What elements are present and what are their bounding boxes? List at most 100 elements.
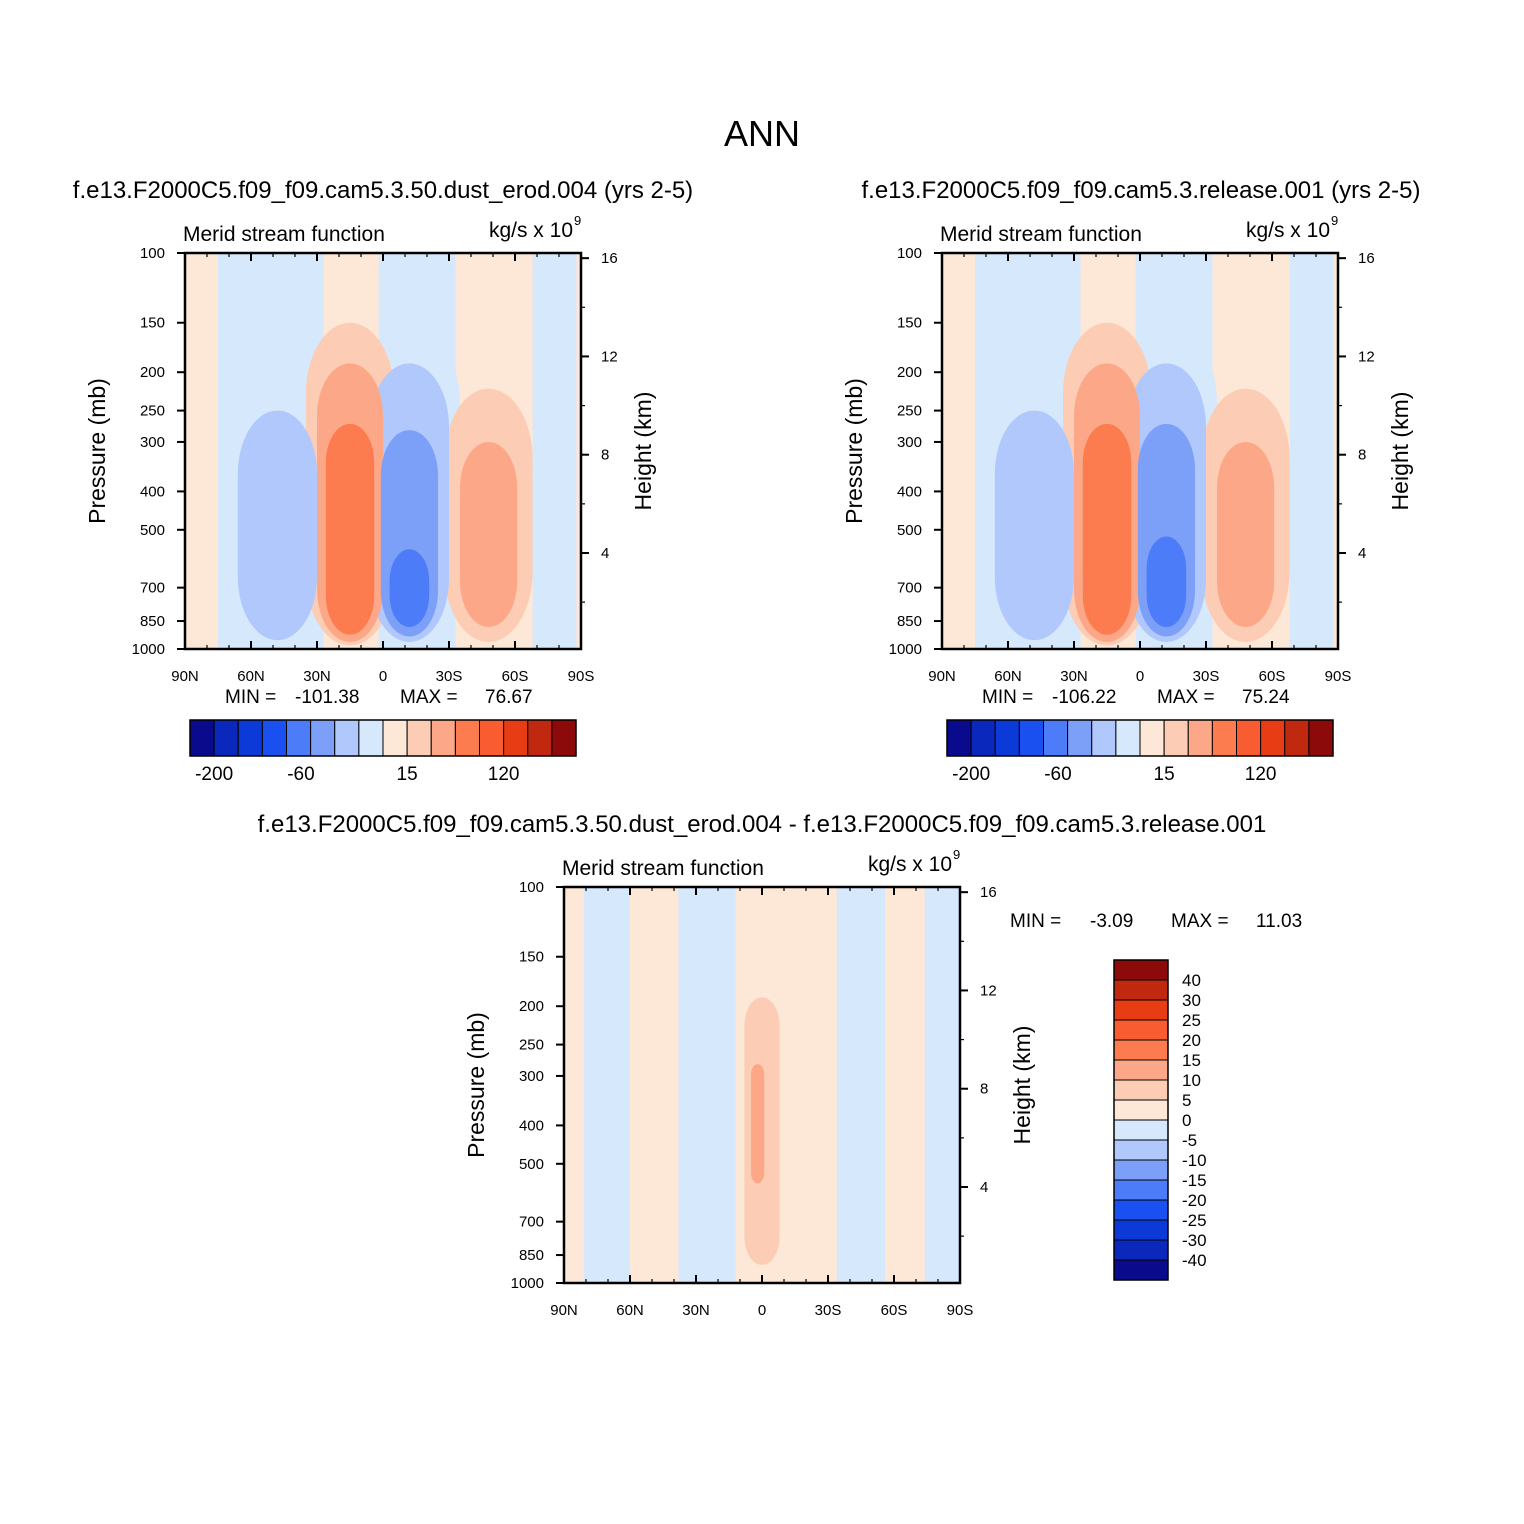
colorbar: -200 -60 15 120 [946, 719, 1334, 785]
colorbar-frame [1113, 959, 1169, 1281]
colorbar-swatch [310, 719, 336, 757]
y-axis-label-right: Height (km) [1387, 392, 1413, 511]
p-tick-label: 400 [519, 1117, 544, 1134]
x-tick-label: 90S [1325, 668, 1352, 685]
contour-cell-pos [751, 1064, 765, 1184]
colorbar-label: -5 [1182, 1131, 1197, 1150]
x-tick-label: 60N [994, 668, 1022, 685]
colorbar-swatch [1113, 1159, 1169, 1181]
colorbar-label: -40 [1182, 1251, 1207, 1270]
colorbar-swatch [1113, 1259, 1169, 1281]
colorbar-label: 120 [1245, 764, 1277, 785]
variable-label: Merid stream function [183, 223, 385, 246]
colorbar-swatch [1113, 1239, 1169, 1261]
colorbar-label: -30 [1182, 1231, 1207, 1250]
colorbar-swatch [1113, 1199, 1169, 1221]
colorbar-label: 15 [1182, 1051, 1201, 1070]
y-axis-label: Pressure (mb) [84, 378, 110, 524]
p-tick-label: 200 [140, 364, 165, 381]
x-tick-label: 60N [237, 668, 265, 685]
panels-layer: f.e13.F2000C5.f09_f09.cam5.3.50.dust_ero… [73, 177, 1421, 1319]
z-tick-label: 12 [980, 982, 997, 999]
colorbar-swatch [213, 719, 239, 757]
colorbar-label: 40 [1182, 971, 1201, 990]
contour-band-neg [924, 887, 960, 1283]
p-tick-label: 500 [519, 1156, 544, 1173]
colorbar-swatch [527, 719, 553, 757]
contour-band-neg [583, 887, 630, 1283]
p-tick-label: 250 [897, 403, 922, 420]
colorbar-label: 25 [1182, 1011, 1201, 1030]
contour-band-pos [630, 887, 679, 1283]
x-tick-label: 30S [1193, 668, 1220, 685]
x-tick-label: 0 [379, 668, 387, 685]
colorbar-swatch [334, 719, 360, 757]
z-tick-label: 4 [601, 545, 609, 562]
colorbar-swatch [1113, 959, 1169, 981]
min-label: MIN = [225, 687, 276, 708]
contour-band-neg [836, 887, 886, 1283]
case-title: f.e13.F2000C5.f09_f09.cam5.3.50.dust_ero… [73, 177, 693, 204]
contour-band-pos [885, 887, 925, 1283]
contour-cell-neg [1146, 536, 1187, 628]
colorbar-swatch [1236, 719, 1262, 757]
colorbar-label: 15 [397, 764, 418, 785]
colorbar-swatch [1113, 1039, 1169, 1061]
colorbar-swatch [1113, 1119, 1169, 1141]
p-tick-label: 850 [897, 613, 922, 630]
p-tick-label: 250 [519, 1037, 544, 1054]
colorbar-swatch [1260, 719, 1286, 757]
colorbar-label: 120 [488, 764, 520, 785]
x-tick-label: 30S [436, 668, 463, 685]
colorbar-frame [189, 719, 577, 757]
x-tick-label: 30N [682, 1302, 710, 1319]
z-tick-label: 12 [601, 348, 618, 365]
colorbar-swatch [1067, 719, 1093, 757]
colorbar-swatch [382, 719, 408, 757]
colorbar-swatch [1113, 1179, 1169, 1201]
max-label: MAX = [1157, 687, 1215, 708]
min-label: MIN = [1010, 911, 1061, 932]
p-tick-label: 200 [897, 364, 922, 381]
colorbar-swatch [286, 719, 312, 757]
colorbar-swatch [261, 719, 287, 757]
contour-cell-neg [389, 549, 430, 628]
p-tick-label: 100 [140, 245, 165, 262]
z-tick-label: 8 [1358, 447, 1366, 464]
contour-field [942, 253, 1338, 649]
min-value: -101.38 [295, 687, 359, 708]
colorbar-swatch [1091, 719, 1117, 757]
colorbar-label: 15 [1154, 764, 1175, 785]
x-tick-label: 60N [616, 1302, 644, 1319]
max-label: MAX = [1171, 911, 1229, 932]
colorbar-label: 30 [1182, 991, 1201, 1010]
colorbar-swatch [1113, 979, 1169, 1001]
p-tick-label: 500 [140, 522, 165, 539]
colorbar-swatch [1043, 719, 1069, 757]
p-tick-label: 1000 [132, 641, 165, 658]
p-tick-label: 850 [140, 613, 165, 630]
colorbar-swatch [479, 719, 505, 757]
colorbar-swatch [358, 719, 384, 757]
colorbar-label: -200 [195, 764, 233, 785]
z-tick-label: 16 [980, 884, 997, 901]
contour-cell-neg [237, 410, 317, 641]
colorbar-swatch [970, 719, 996, 757]
y-axis-label-right: Height (km) [630, 392, 656, 511]
colorbar-swatch [430, 719, 456, 757]
p-tick-label: 150 [897, 315, 922, 332]
y-axis-label: Pressure (mb) [463, 1012, 489, 1158]
colorbar-swatch [551, 719, 577, 757]
colorbar-swatch [994, 719, 1020, 757]
contour-band-pos [576, 253, 581, 649]
x-tick-label: 90N [550, 1302, 578, 1319]
colorbar-swatch [1113, 999, 1169, 1021]
colorbar-label: -60 [1044, 764, 1071, 785]
colorbar-swatch [1113, 1099, 1169, 1121]
min-value: -106.22 [1052, 687, 1116, 708]
colorbar-label: -10 [1182, 1151, 1207, 1170]
colorbar: -200 -60 15 120 [189, 719, 577, 785]
x-tick-label: 30N [303, 668, 331, 685]
p-tick-label: 150 [140, 315, 165, 332]
